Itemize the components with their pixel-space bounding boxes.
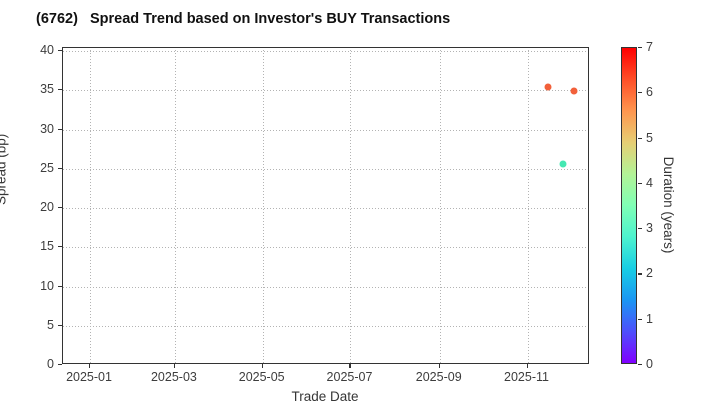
- y-tick-mark: [58, 364, 62, 366]
- y-gridline: [63, 325, 588, 327]
- scatter-point: [544, 83, 552, 91]
- y-tick-label: 30: [40, 121, 54, 136]
- x-tick-label: 2025-09: [415, 370, 462, 384]
- y-tick-label: 35: [40, 82, 54, 97]
- chart-title: (6762) Spread Trend based on Investor's …: [36, 11, 451, 27]
- x-tick-label: 2025-01: [66, 370, 112, 384]
- y-tick-mark: [58, 128, 62, 130]
- colorbar-tick-label: 4: [646, 175, 653, 190]
- colorbar-tick-mark: [638, 364, 642, 366]
- colorbar-tick-mark: [638, 92, 642, 94]
- y-gridline: [63, 286, 588, 288]
- x-tick-label: 2025-11: [504, 370, 549, 384]
- x-tick-mark: [173, 364, 176, 368]
- colorbar-label: Duration (years): [661, 156, 676, 254]
- x-axis-label: Trade Date: [291, 389, 359, 404]
- plot-area: [62, 47, 589, 364]
- y-gridline: [63, 51, 588, 52]
- colorbar-tick-mark: [638, 47, 642, 49]
- x-tick-label: 2025-03: [150, 370, 197, 384]
- y-gridline: [63, 208, 588, 209]
- colorbar-tick-label: 1: [646, 311, 653, 326]
- y-tick-label: 5: [47, 317, 54, 332]
- colorbar-tick-label: 5: [646, 130, 653, 145]
- y-tick-label: 20: [40, 200, 54, 214]
- colorbar-tick-mark: [638, 182, 642, 185]
- colorbar-tick-mark: [638, 318, 642, 320]
- y-axis-label: Spread (bp): [0, 133, 9, 205]
- x-gridline: [527, 48, 529, 363]
- y-gridline: [63, 90, 588, 92]
- x-gridline: [90, 48, 91, 363]
- scatter-point: [559, 160, 567, 168]
- x-tick-mark: [526, 364, 528, 368]
- x-tick-mark: [89, 364, 91, 368]
- colorbar-gradient: [621, 47, 637, 364]
- y-gridline: [63, 129, 588, 131]
- colorbar-tick-mark: [638, 273, 642, 275]
- x-gridline: [350, 48, 352, 363]
- x-tick-mark: [261, 364, 263, 368]
- colorbar-tick-mark: [638, 228, 642, 230]
- x-tick-mark: [349, 364, 351, 368]
- x-gridline: [174, 48, 176, 363]
- y-tick-label: 40: [40, 43, 54, 57]
- x-gridline: [262, 48, 264, 363]
- y-tick-label: 0: [47, 357, 54, 371]
- colorbar-tick-label: 2: [646, 266, 653, 281]
- x-tick-label: 2025-07: [326, 370, 373, 384]
- y-tick-mark: [58, 50, 62, 52]
- y-tick-mark: [58, 285, 62, 287]
- scatter-point: [570, 87, 578, 95]
- x-tick-label: 2025-05: [238, 370, 285, 384]
- y-tick-label: 15: [40, 239, 54, 254]
- colorbar-tick-mark: [638, 137, 642, 139]
- y-gridline: [63, 168, 588, 170]
- colorbar-tick-label: 3: [646, 221, 653, 236]
- x-tick-mark: [438, 364, 440, 368]
- colorbar-tick-label: 7: [646, 40, 653, 54]
- y-tick-mark: [58, 246, 62, 248]
- colorbar-tick-label: 0: [646, 357, 653, 371]
- y-tick-label: 10: [40, 278, 54, 293]
- colorbar-tick-label: 6: [646, 85, 653, 100]
- y-tick-mark: [58, 207, 62, 209]
- y-tick-mark: [58, 89, 62, 91]
- y-tick-mark: [58, 324, 62, 326]
- x-gridline: [439, 48, 441, 363]
- y-tick-label: 25: [40, 160, 54, 175]
- y-tick-mark: [58, 167, 62, 169]
- y-gridline: [63, 247, 588, 249]
